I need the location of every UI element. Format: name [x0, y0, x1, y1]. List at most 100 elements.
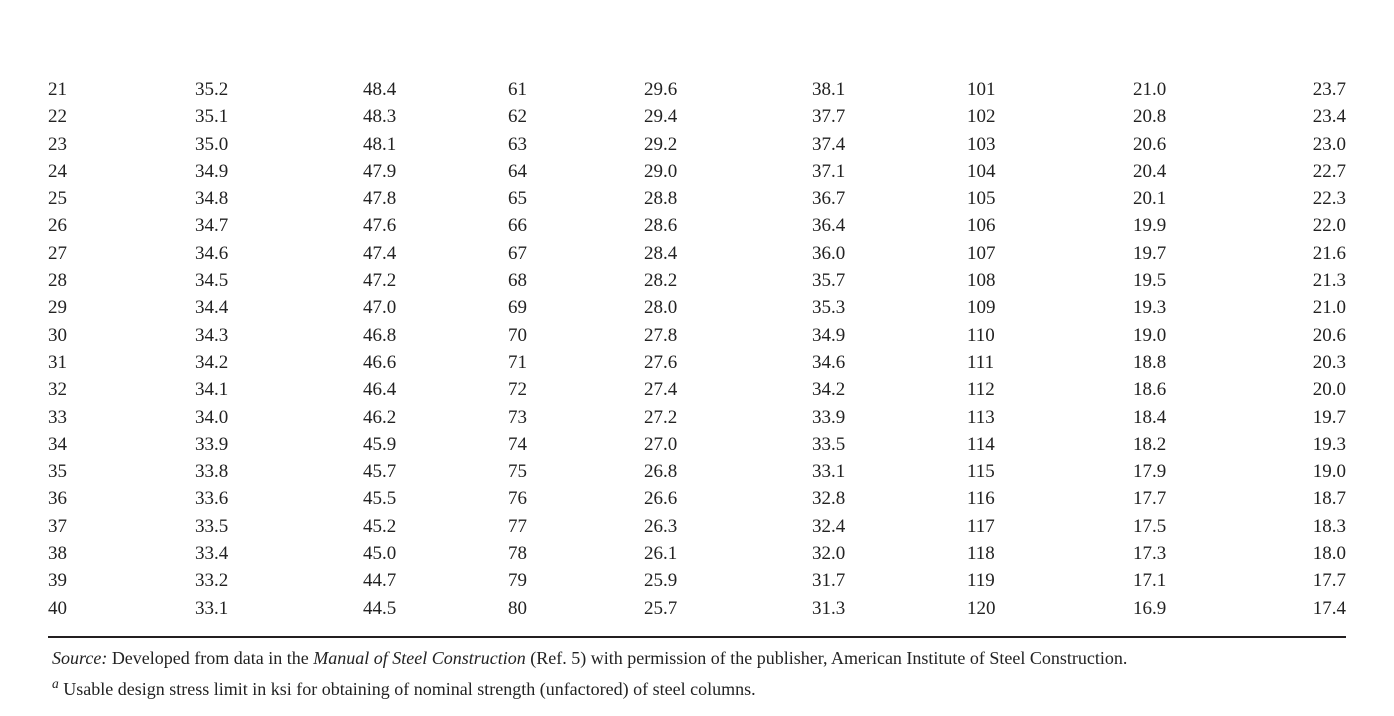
table-row: 2534.847.86528.836.710520.122.3: [48, 185, 1346, 212]
table-cell: 34.0: [195, 404, 363, 431]
table-cell: 37.1: [812, 158, 967, 185]
source-post: (Ref. 5) with permission of the publishe…: [526, 648, 1128, 668]
table-cell: 31.3: [812, 595, 967, 622]
table-cell: 27.0: [644, 431, 812, 458]
table-cell: 29.2: [644, 131, 812, 158]
table-cell: 19.3: [1265, 431, 1346, 458]
table-cell: 79: [508, 567, 644, 594]
table-cell: 22: [48, 103, 195, 130]
table-cell: 115: [967, 458, 1133, 485]
table-cell: 33.8: [195, 458, 363, 485]
table-cell: 21.0: [1265, 294, 1346, 321]
table-cell: 101: [967, 76, 1133, 103]
table-cell: 18.3: [1265, 513, 1346, 540]
table-cell: 28.2: [644, 267, 812, 294]
table-cell: 116: [967, 485, 1133, 512]
table-cell: 33.2: [195, 567, 363, 594]
table-cell: 111: [967, 349, 1133, 376]
table-cell: 29.4: [644, 103, 812, 130]
table-cell: 27.4: [644, 376, 812, 403]
table-cell: 118: [967, 540, 1133, 567]
note-a-marker: a: [52, 676, 59, 691]
table-cell: 62: [508, 103, 644, 130]
table-cell: 104: [967, 158, 1133, 185]
table-cell: 75: [508, 458, 644, 485]
table-cell: 20.3: [1265, 349, 1346, 376]
table-cell: 27: [48, 240, 195, 267]
table-cell: 66: [508, 212, 644, 239]
table-body: 2135.248.46129.638.110121.023.72235.148.…: [48, 76, 1346, 622]
table-cell: 45.2: [363, 513, 508, 540]
table-row: 2135.248.46129.638.110121.023.7: [48, 76, 1346, 103]
table-cell: 33.9: [195, 431, 363, 458]
table-cell: 109: [967, 294, 1133, 321]
table-cell: 17.9: [1133, 458, 1265, 485]
table-cell: 34.9: [812, 322, 967, 349]
table-cell: 17.4: [1265, 595, 1346, 622]
table-cell: 28.6: [644, 212, 812, 239]
table-cell: 16.9: [1133, 595, 1265, 622]
table-cell: 47.0: [363, 294, 508, 321]
table-cell: 20.0: [1265, 376, 1346, 403]
table-cell: 34.2: [812, 376, 967, 403]
table-cell: 70: [508, 322, 644, 349]
table-cell: 20.4: [1133, 158, 1265, 185]
table-cell: 68: [508, 267, 644, 294]
table-cell: 36: [48, 485, 195, 512]
table-cell: 48.1: [363, 131, 508, 158]
table-cell: 35.7: [812, 267, 967, 294]
table-cell: 103: [967, 131, 1133, 158]
source-book-title: Manual of Steel Construction: [313, 648, 525, 668]
table-cell: 61: [508, 76, 644, 103]
table-cell: 20.1: [1133, 185, 1265, 212]
table-cell: 46.6: [363, 349, 508, 376]
table-cell: 47.8: [363, 185, 508, 212]
table-cell: 45.7: [363, 458, 508, 485]
table-cell: 73: [508, 404, 644, 431]
table-cell: 33.4: [195, 540, 363, 567]
table-cell: 33.5: [812, 431, 967, 458]
table-cell: 27.6: [644, 349, 812, 376]
table-cell: 48.4: [363, 76, 508, 103]
table-row: 3533.845.77526.833.111517.919.0: [48, 458, 1346, 485]
table-cell: 34.6: [195, 240, 363, 267]
stress-table: 2135.248.46129.638.110121.023.72235.148.…: [48, 76, 1346, 622]
table-cell: 71: [508, 349, 644, 376]
table-cell: 63: [508, 131, 644, 158]
footnotes: Source: Developed from data in the Manua…: [48, 646, 1346, 702]
table-row: 3034.346.87027.834.911019.020.6: [48, 322, 1346, 349]
table-cell: 46.4: [363, 376, 508, 403]
table-cell: 35.0: [195, 131, 363, 158]
table-cell: 102: [967, 103, 1133, 130]
table-cell: 48.3: [363, 103, 508, 130]
bottom-rule: [48, 636, 1346, 638]
table-cell: 19.7: [1265, 404, 1346, 431]
table-cell: 21: [48, 76, 195, 103]
table-row: 3633.645.57626.632.811617.718.7: [48, 485, 1346, 512]
table-cell: 34.4: [195, 294, 363, 321]
table-cell: 26.6: [644, 485, 812, 512]
note-a-text: Usable design stress limit in ksi for ob…: [59, 679, 756, 699]
table-cell: 120: [967, 595, 1133, 622]
table-cell: 80: [508, 595, 644, 622]
table-cell: 37.7: [812, 103, 967, 130]
table-cell: 24: [48, 158, 195, 185]
source-label: Source:: [52, 648, 107, 668]
table-cell: 64: [508, 158, 644, 185]
table-cell: 32.4: [812, 513, 967, 540]
table-cell: 110: [967, 322, 1133, 349]
table-cell: 77: [508, 513, 644, 540]
table-cell: 47.9: [363, 158, 508, 185]
table-row: 4033.144.58025.731.312016.917.4: [48, 595, 1346, 622]
table-cell: 37: [48, 513, 195, 540]
table-cell: 38.1: [812, 76, 967, 103]
table-cell: 34.9: [195, 158, 363, 185]
table-row: 2335.048.16329.237.410320.623.0: [48, 131, 1346, 158]
table-cell: 17.7: [1265, 567, 1346, 594]
table-row: 3234.146.47227.434.211218.620.0: [48, 376, 1346, 403]
table-cell: 78: [508, 540, 644, 567]
table-cell: 18.8: [1133, 349, 1265, 376]
table-cell: 23.4: [1265, 103, 1346, 130]
table-cell: 32.8: [812, 485, 967, 512]
table-cell: 119: [967, 567, 1133, 594]
